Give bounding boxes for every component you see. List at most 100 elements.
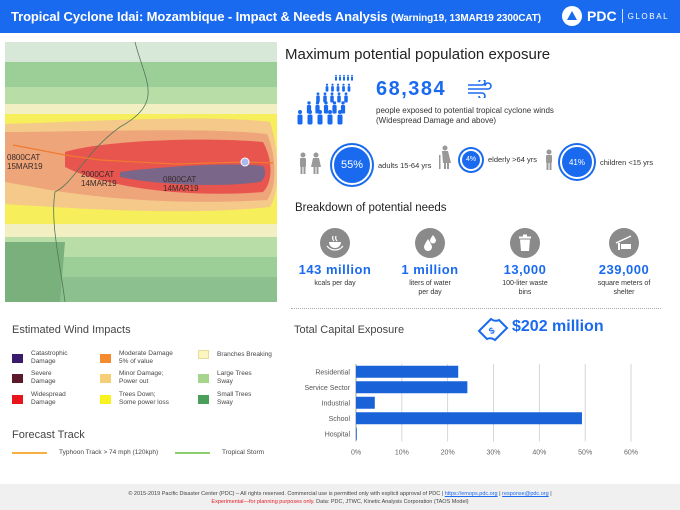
children-percent-circle: 41%	[560, 145, 594, 179]
person-icon	[297, 110, 303, 125]
person-icon	[336, 83, 340, 92]
legend-label: Minor Damage; Power out	[119, 370, 164, 385]
header-bar: Tropical Cyclone Idai: Mozambique - Impa…	[0, 0, 680, 33]
need-shelter: 239,000 square meters of shelter	[574, 228, 674, 297]
water-unit: liters of water per day	[409, 280, 451, 296]
bar-industrial	[356, 396, 375, 409]
person-icon	[316, 92, 320, 103]
footer-link-emops[interactable]: https://emops.pdc.org	[444, 491, 498, 497]
legend-swatch	[100, 353, 111, 363]
typhoon-track-line-swatch	[12, 451, 47, 454]
person-icon	[315, 101, 320, 114]
person-icon	[339, 74, 341, 81]
wind-legend-item: Branches Breaking	[198, 350, 272, 359]
y-category-label: School	[329, 416, 351, 423]
map-label-14mar-2000: 2000CAT 14MAR19	[81, 170, 117, 188]
legend-label: Small Trees Sway	[217, 391, 252, 406]
wind-legend-item: Minor Damage; Power out	[100, 370, 163, 386]
footer-link-email[interactable]: response@pdc.org	[502, 491, 549, 497]
bar-service-sector	[356, 381, 468, 394]
needs-heading: Breakdown of potential needs	[295, 202, 447, 214]
y-category-label: Residential	[315, 369, 350, 376]
wind-impacts-heading: Estimated Wind Impacts	[12, 324, 131, 336]
y-category-label: Industrial	[322, 400, 351, 407]
legend-swatch	[198, 394, 209, 404]
wind-impact-map[interactable]: 0800CAT 15MAR19 2000CAT 14MAR19 0800CAT …	[5, 42, 277, 302]
exposed-population-count: 68,384	[376, 78, 447, 100]
x-tick-label: 60%	[624, 450, 638, 457]
wind-legend-item: Catastrophic Damage	[12, 350, 68, 366]
tropical-storm-line-swatch	[175, 451, 210, 454]
track-legend-typhoon: Typhoon Track > 74 mph (120kph)	[12, 449, 158, 456]
water-value: 1 million	[401, 262, 459, 277]
map-canvas	[5, 42, 277, 302]
food-value: 143 million	[298, 262, 372, 277]
svg-text:$: $	[487, 325, 496, 336]
exposure-heading: Maximum potential population exposure	[285, 46, 551, 63]
person-icon	[327, 110, 333, 125]
title-text: Tropical Cyclone Idai: Mozambique - Impa…	[11, 9, 388, 24]
shelter-icon	[609, 228, 639, 258]
logo-brand: PDC	[587, 8, 617, 24]
x-tick-label: 0%	[351, 450, 361, 457]
forecast-track-line	[12, 144, 274, 165]
person-icon	[337, 92, 341, 103]
y-category-label: Service Sector	[304, 385, 350, 392]
wind-legend-item: Widespread Damage	[12, 391, 66, 407]
footer-experimental-note: Experimental—for planning purposes only.	[211, 499, 315, 505]
footer: © 2015-2019 Pacific Disaster Center (PDC…	[0, 484, 680, 510]
legend-label: Large Trees Sway	[217, 370, 252, 385]
map-coastline	[53, 42, 149, 302]
legend-label: Severe Damage	[31, 370, 56, 385]
bar-school	[356, 412, 582, 425]
capital-total: $202 million	[512, 318, 604, 335]
money-bill-icon: $	[476, 316, 510, 347]
legend-swatch	[100, 394, 111, 404]
person-icon	[342, 83, 345, 92]
person-icon	[323, 101, 329, 114]
forecast-track-heading: Forecast Track	[12, 429, 85, 441]
wind-legend-item: Large Trees Sway	[198, 370, 252, 386]
footer-copyright: © 2015-2019 Pacific Disaster Center (PDC…	[128, 491, 441, 497]
x-tick-label: 30%	[486, 450, 500, 457]
legend-swatch	[12, 373, 23, 383]
x-tick-label: 50%	[578, 450, 592, 457]
need-food: 143 million kcals per day	[285, 228, 385, 288]
map-zone-catastrophic	[120, 164, 266, 185]
demographic-children: 41% children <15 yrs	[544, 145, 653, 179]
pdc-logo[interactable]: PDC GLOBAL	[562, 6, 669, 26]
map-label-14mar-0800: 0800CAT 14MAR19	[163, 175, 199, 193]
legend-label: Catastrophic Damage	[31, 350, 68, 365]
map-label-15mar: 0800CAT 15MAR19	[7, 153, 43, 171]
legend-label: Branches Breaking	[217, 350, 272, 358]
exposure-description: people exposed to potential tropical cyc…	[376, 106, 554, 125]
capital-exposure-chart: 0% 10% 20% 30% 40% 50% 60% Residential Service S…	[290, 360, 650, 465]
waste-bins-value: 13,000	[503, 262, 547, 277]
food-unit: kcals per day	[314, 280, 356, 287]
child-icon	[544, 149, 554, 176]
wind-legend-item: Trees Down; Some power loss	[100, 391, 169, 407]
person-icon	[330, 92, 334, 103]
section-divider	[291, 308, 661, 309]
shelter-value: 239,000	[598, 262, 650, 277]
person-icon	[340, 101, 346, 114]
legend-label: Trees Down; Some power loss	[119, 391, 169, 406]
map-land-south	[5, 242, 65, 302]
water-drop-icon	[415, 228, 445, 258]
person-icon	[335, 74, 337, 81]
bar-hospital	[356, 427, 357, 440]
person-icon	[351, 74, 353, 81]
person-icon	[331, 83, 334, 92]
crowd-icon	[294, 72, 372, 137]
logo-tag: GLOBAL	[627, 11, 670, 21]
person-icon	[306, 101, 312, 114]
page-title: Tropical Cyclone Idai: Mozambique - Impa…	[11, 9, 541, 24]
adults-percent-circle: 55%	[332, 145, 372, 185]
legend-swatch	[100, 373, 111, 383]
adults-icon	[296, 152, 324, 179]
waste-bins-unit: 100-liter waste bins	[502, 280, 548, 296]
track-legend-tropical-storm: Tropical Storm	[175, 449, 264, 456]
legend-swatch	[198, 350, 209, 359]
wind-legend-item: Moderate Damage 5% of value	[100, 350, 173, 366]
elderly-percent-circle: 4%	[460, 148, 482, 171]
